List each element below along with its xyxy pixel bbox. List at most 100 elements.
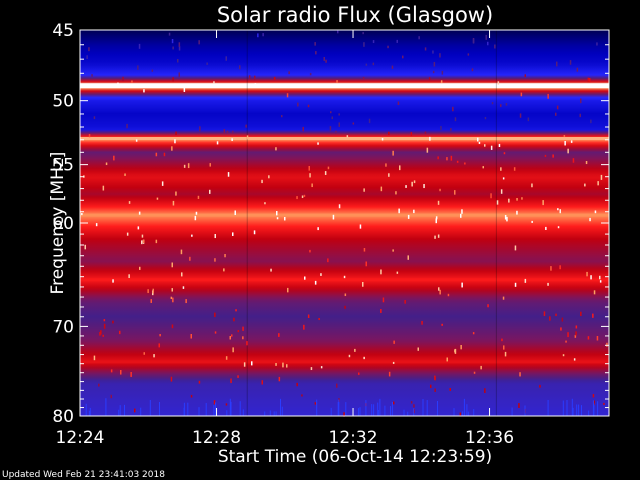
burst-speckle	[484, 388, 486, 393]
burst-speckle	[433, 62, 436, 67]
burst-speckle	[450, 155, 453, 161]
burst-speckle	[590, 275, 592, 280]
burst-speckle	[580, 311, 582, 316]
burst-speckle	[275, 363, 277, 366]
y-tick-label: 45	[52, 21, 74, 41]
burst-speckle	[171, 146, 173, 151]
burst-speckle	[105, 162, 108, 166]
burst-speckle	[327, 166, 330, 170]
x-tick-label: 12:32	[329, 428, 378, 448]
burst-speckle	[572, 158, 575, 163]
burst-speckle	[253, 230, 256, 235]
burst-speckle	[423, 184, 425, 189]
burst-speckle	[410, 132, 413, 137]
burst-speckle	[459, 412, 462, 416]
burst-speckle	[237, 375, 239, 378]
burst-speckle	[480, 365, 482, 370]
burst-speckle	[225, 403, 228, 406]
burst-speckle	[467, 53, 470, 56]
burst-speckle	[232, 130, 234, 134]
spectrogram-bursts	[81, 30, 608, 417]
burst-speckle	[542, 200, 544, 206]
burst-speckle	[248, 75, 251, 79]
burst-speckle	[573, 358, 576, 361]
burst-speckle	[135, 139, 138, 142]
burst-speckle	[388, 371, 391, 377]
burst-speckle	[513, 167, 516, 171]
burst-speckle	[137, 226, 140, 230]
burst-speckle	[424, 47, 427, 51]
burst-speckle	[302, 126, 304, 132]
burst-speckle	[437, 156, 439, 160]
burst-speckle	[434, 388, 436, 392]
burst-speckle	[163, 152, 166, 157]
burst-speckle	[391, 65, 394, 69]
burst-speckle	[303, 194, 306, 197]
burst-speckle	[464, 162, 466, 165]
burst-speckle	[346, 135, 349, 138]
burst-speckle	[338, 122, 340, 127]
burst-speckle	[214, 331, 217, 334]
burst-speckle	[447, 293, 450, 297]
burst-speckle	[130, 372, 132, 377]
burst-speckle	[170, 376, 173, 382]
burst-speckle	[460, 345, 462, 350]
burst-speckle	[482, 166, 484, 169]
burst-speckle	[156, 197, 159, 200]
burst-speckle	[547, 282, 549, 286]
burst-speckle	[352, 122, 355, 125]
burst-speckle	[405, 185, 407, 188]
burst-speckle	[514, 282, 517, 287]
burst-speckle	[320, 273, 322, 276]
burst-speckle	[152, 288, 154, 294]
burst-speckle	[131, 80, 133, 83]
y-tick-label: 50	[52, 92, 74, 112]
burst-speckle	[234, 210, 236, 216]
burst-speckle	[336, 383, 338, 388]
burst-speckle	[502, 296, 505, 300]
burst-speckle	[368, 118, 371, 124]
burst-speckle	[139, 266, 141, 270]
burst-speckle	[519, 372, 521, 377]
burst-speckle	[395, 191, 397, 195]
burst-speckle	[175, 191, 177, 196]
burst-speckle	[88, 47, 90, 52]
burst-speckle	[434, 376, 436, 381]
burst-speckle	[518, 403, 520, 408]
burst-speckle	[562, 354, 565, 357]
burst-speckle	[338, 204, 341, 209]
burst-speckle	[524, 74, 526, 78]
burst-speckle	[454, 348, 457, 354]
burst-speckle	[586, 271, 588, 277]
burst-speckle	[575, 325, 578, 329]
burst-speckle	[141, 240, 143, 245]
burst-speckle	[309, 173, 311, 178]
burst-speckle	[380, 186, 383, 192]
burst-speckle	[432, 50, 434, 54]
burst-speckle	[158, 343, 160, 348]
burst-speckle	[504, 215, 507, 220]
burst-speckle	[587, 336, 590, 340]
burst-speckle	[120, 370, 122, 375]
burst-speckle	[235, 309, 237, 312]
burst-speckle	[344, 293, 347, 297]
burst-speckle	[301, 195, 304, 199]
burst-speckle	[500, 189, 503, 194]
burst-speckle	[478, 141, 481, 144]
burst-speckle	[454, 117, 457, 122]
burst-speckle	[171, 262, 173, 268]
burst-speckle	[325, 59, 327, 63]
burst-speckle	[557, 208, 559, 211]
x-axis-label: Start Time (06-Oct-14 12:23:59)	[218, 447, 492, 467]
burst-speckle	[231, 138, 233, 141]
burst-speckle	[575, 331, 577, 336]
burst-speckle	[161, 181, 164, 186]
burst-speckle	[531, 183, 533, 188]
burst-speckle	[310, 367, 313, 371]
burst-speckle	[519, 113, 522, 118]
burst-speckle	[413, 404, 415, 408]
burst-speckle	[99, 332, 101, 336]
burst-speckle	[270, 268, 272, 272]
burst-speckle	[278, 333, 280, 337]
burst-speckle	[385, 163, 387, 167]
